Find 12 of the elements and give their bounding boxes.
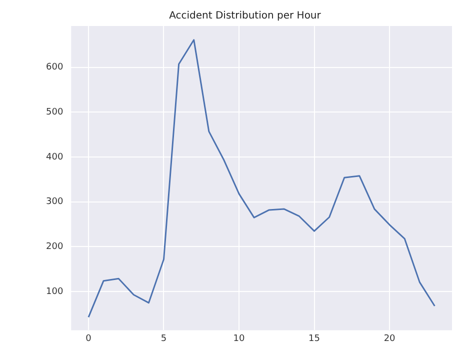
y-tick-label: 200 [46, 242, 64, 252]
y-tick-label: 600 [46, 62, 64, 73]
y-tick-label: 400 [46, 152, 64, 162]
y-tick-label: 300 [46, 197, 64, 208]
x-tick-label: 5 [160, 334, 167, 344]
x-tick-label: 0 [86, 334, 92, 344]
y-tick-label: 100 [46, 286, 64, 297]
x-tick-label: 15 [308, 334, 320, 344]
x-tick-label: 20 [384, 334, 396, 344]
y-tick-label: 500 [46, 107, 64, 118]
chart-title: Accident Distribution per Hour [169, 10, 322, 22]
x-tick-label: 10 [233, 334, 246, 344]
